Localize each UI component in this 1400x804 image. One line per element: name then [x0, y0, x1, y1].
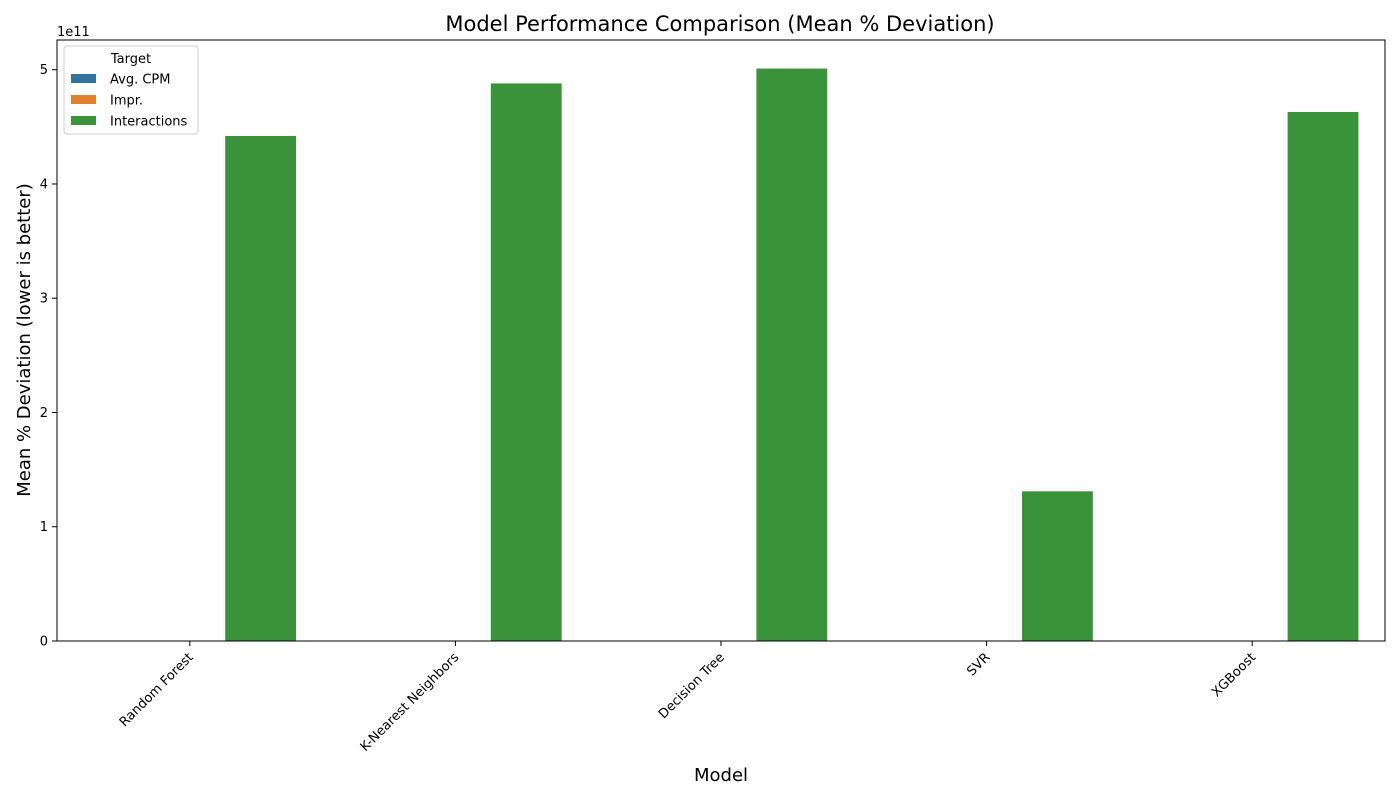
legend-box [63, 45, 199, 135]
bar [756, 68, 828, 641]
bars-layer [225, 68, 1359, 642]
plot-frame [56, 39, 1386, 642]
x-axis-ticks: Random Forest K-Nearest Neighbors Decision… [117, 641, 1259, 755]
x-tick-label: SVR [964, 650, 993, 679]
y-tick-label: 2 [40, 406, 48, 421]
x-axis-label: Model [694, 765, 748, 786]
legend-items: Avg. CPM Impr. Interactions [71, 73, 188, 130]
legend-title: Target [110, 52, 151, 67]
legend-swatch [71, 74, 96, 83]
legend-label: Impr. [110, 94, 143, 109]
legend-label: Interactions [110, 115, 188, 130]
bar [225, 135, 297, 642]
y-axis-label: Mean % Deviation (lower is better) [14, 183, 35, 497]
x-tick-label: XGBoost [1209, 650, 1259, 700]
y-tick-label: 3 [40, 292, 48, 307]
x-tick-label: Random Forest [117, 650, 197, 730]
bar [1287, 111, 1359, 642]
y-tick-label: 5 [40, 63, 48, 78]
chart-title: Model Performance Comparison (Mean % Dev… [445, 12, 994, 36]
legend-swatch [71, 95, 96, 104]
y-axis-ticks: 0 1 2 3 4 5 [40, 63, 57, 650]
bar [1022, 491, 1093, 641]
y-tick-label: 4 [40, 177, 48, 192]
y-offset-label: 1e11 [57, 25, 90, 40]
bar [490, 83, 562, 642]
legend: Target Avg. CPM Impr. Interactions [63, 45, 199, 135]
x-tick-label: K-Nearest Neighbors [358, 650, 463, 755]
legend-label: Avg. CPM [110, 73, 170, 88]
x-tick-label: Decision Tree [656, 650, 728, 722]
legend-swatch [71, 116, 96, 125]
y-tick-label: 0 [40, 635, 48, 650]
y-tick-label: 1 [40, 520, 48, 535]
